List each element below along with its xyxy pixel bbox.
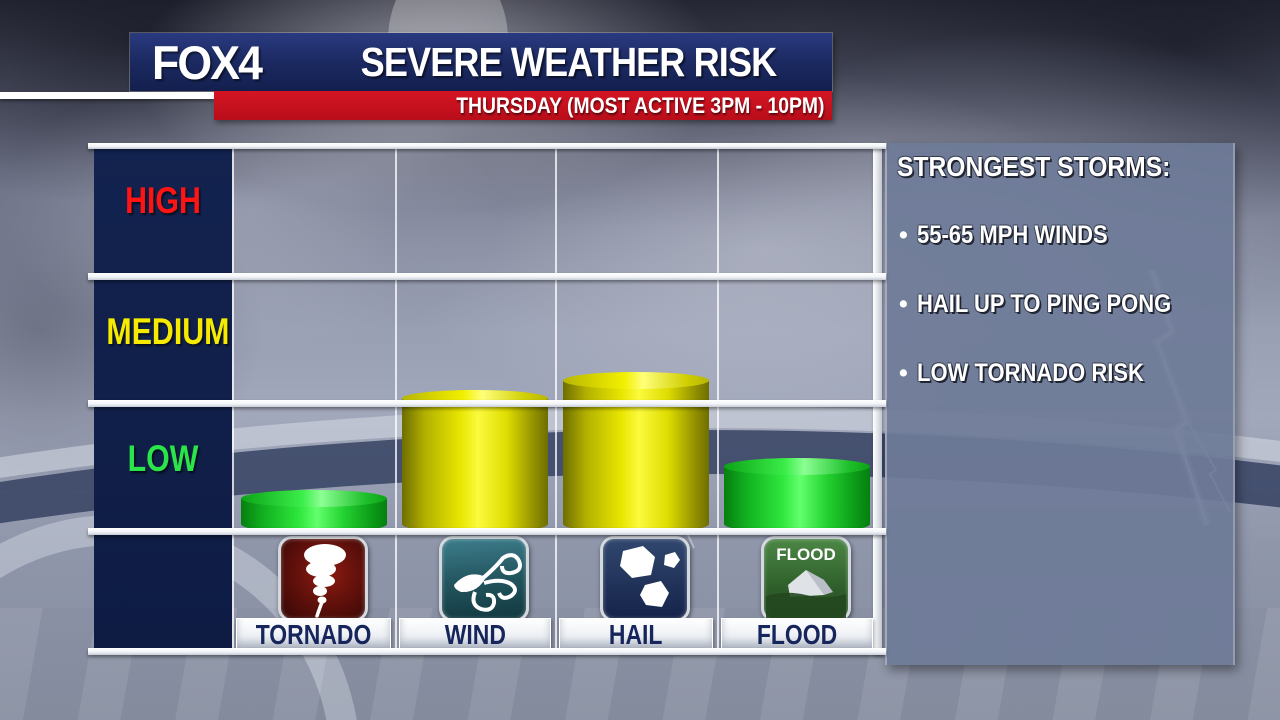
risk-bar-wind bbox=[402, 390, 548, 533]
category-label-flood: FLOOD bbox=[721, 618, 873, 652]
category-label-text: TORNADO bbox=[255, 619, 372, 650]
grid-row-divider bbox=[88, 273, 886, 280]
banner-bar: THURSDAY (MOST ACTIVE 3PM - 10PM) bbox=[214, 91, 832, 120]
grid-bottom-line bbox=[88, 648, 886, 655]
axis-label-low: LOW bbox=[127, 438, 199, 479]
wind-icon bbox=[439, 536, 529, 622]
category-label-tornado: TORNADO bbox=[236, 618, 391, 652]
category-label-wind: WIND bbox=[399, 618, 551, 652]
risk-bar-hail bbox=[563, 372, 709, 533]
hail-icon bbox=[600, 536, 690, 622]
panel-bullet-item: • LOW TORNADO RISK bbox=[899, 359, 1225, 388]
station-logo: FOX4 bbox=[152, 35, 263, 89]
bullet-dot-icon: • bbox=[899, 221, 908, 249]
panel-bullet-list: • 55-65 MPH WINDS • HAIL UP TO PING PONG • LO… bbox=[899, 221, 1225, 388]
grid-top-line bbox=[88, 143, 886, 149]
grid-column-divider bbox=[717, 147, 719, 651]
header-white-stripe bbox=[0, 92, 214, 99]
category-label-text: FLOOD bbox=[756, 619, 838, 650]
header-bar: FOX4 SEVERE WEATHER RISK bbox=[130, 33, 832, 91]
category-label-text: WIND bbox=[444, 619, 506, 650]
panel-bullet-text: LOW TORNADO RISK bbox=[916, 359, 1144, 387]
panel-title: STRONGEST STORMS: bbox=[897, 151, 1171, 182]
strongest-storms-panel: STRONGEST STORMS: • 55-65 MPH WINDS • HAIL … bbox=[885, 143, 1235, 665]
panel-bullet-text: HAIL UP TO PING PONG bbox=[916, 290, 1172, 318]
grid-column-divider bbox=[395, 147, 397, 651]
page-title: SEVERE WEATHER RISK bbox=[360, 38, 778, 85]
flood-icon: FLOOD bbox=[761, 536, 851, 622]
category-label-text: HAIL bbox=[609, 619, 663, 650]
bullet-dot-icon: • bbox=[899, 290, 908, 318]
banner-text: THURSDAY (MOST ACTIVE 3PM - 10PM) bbox=[455, 92, 824, 118]
grid-column-divider bbox=[232, 147, 234, 651]
risk-chart: HIGH MEDIUM LOW TORNADO WIND HAIL FLOOD … bbox=[88, 143, 886, 657]
panel-bullet-item: • 55-65 MPH WINDS bbox=[899, 221, 1225, 250]
grid-right-edge bbox=[873, 143, 882, 655]
grid-column-divider bbox=[555, 147, 557, 651]
grid-row-divider bbox=[88, 528, 886, 535]
axis-label-medium: MEDIUM bbox=[106, 311, 230, 352]
axis-label-high: HIGH bbox=[125, 180, 201, 221]
panel-bullet-text: 55-65 MPH WINDS bbox=[916, 221, 1108, 249]
bullet-dot-icon: • bbox=[899, 359, 908, 387]
tornado-icon bbox=[277, 536, 368, 622]
svg-text:FLOOD: FLOOD bbox=[776, 545, 836, 564]
category-label-hail: HAIL bbox=[559, 618, 713, 652]
grid-row-divider bbox=[88, 400, 886, 407]
panel-bullet-item: • HAIL UP TO PING PONG bbox=[899, 290, 1225, 319]
risk-bar-flood bbox=[724, 458, 870, 533]
risk-bar-tornado bbox=[240, 490, 387, 533]
